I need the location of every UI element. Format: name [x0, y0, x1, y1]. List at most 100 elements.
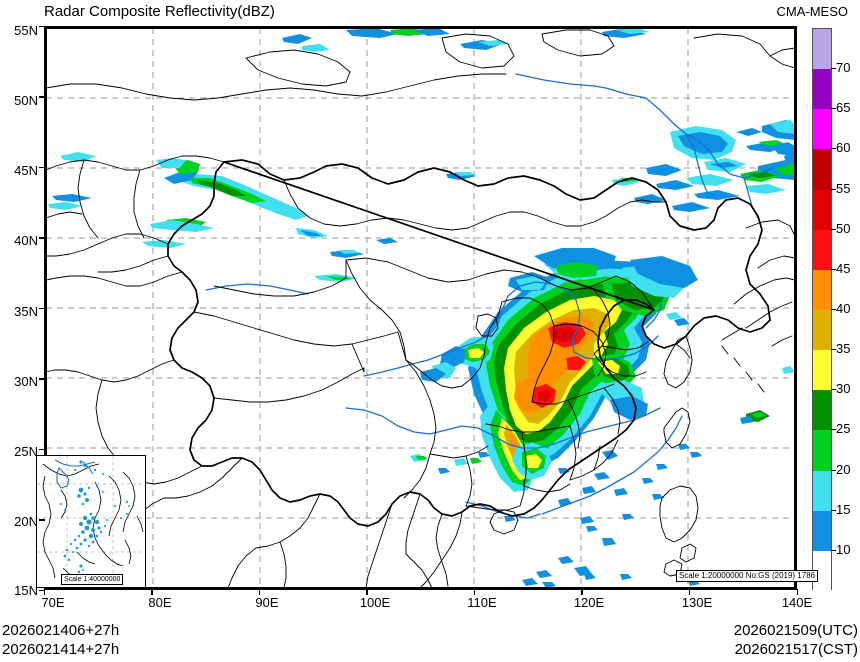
colorbar-tick-mark	[831, 509, 836, 511]
y-tick-label: 45N	[14, 163, 38, 178]
y-tick-label: 50N	[14, 93, 38, 108]
y-tick-label: 25N	[14, 444, 38, 459]
x-tick-label: 70E	[41, 595, 65, 610]
y-tick-mark	[39, 519, 45, 521]
colorbar-tick-mark	[831, 268, 836, 270]
map-scale-note: Scale 1:20000000 No:GS (2019) 1786	[676, 570, 819, 582]
init-time-utc: 2026021406+27h	[2, 622, 120, 639]
y-tick-label: 35N	[14, 304, 38, 319]
colorbar-segment	[813, 310, 831, 351]
x-tick-label: 130E	[681, 595, 713, 610]
valid-time-cst: 2026021517(CST)	[734, 641, 858, 658]
colorbar-tick-mark	[831, 148, 836, 150]
y-tick-mark	[39, 378, 45, 380]
colorbar-tick-mark	[831, 549, 836, 551]
colorbar-tick-mark	[831, 429, 836, 431]
colorbar-tick-mark	[831, 309, 836, 310]
colorbar-tick-label: 40	[836, 301, 851, 316]
y-tick-label: 55N	[14, 23, 38, 38]
x-tick-label: 110E	[467, 595, 497, 610]
init-time-cst: 2026021414+27h	[2, 641, 120, 658]
colorbar-tick-mark	[831, 389, 836, 391]
colorbar-tick-label: 30	[836, 381, 851, 397]
colorbar-segment	[813, 29, 831, 70]
colorbar-segment	[813, 269, 831, 310]
x-tick-mark	[473, 589, 476, 595]
colorbar-segment	[813, 109, 831, 150]
inset-coastlines	[42, 463, 144, 581]
colorbar-tick-label: 65	[836, 100, 851, 116]
y-tick-mark	[39, 237, 45, 239]
x-tick-mark	[796, 589, 798, 595]
radar-map[interactable]	[44, 26, 797, 590]
inset-echoes	[60, 460, 128, 574]
y-tick-mark	[39, 166, 45, 168]
colorbar-segment	[813, 350, 831, 391]
boundaries	[46, 29, 795, 588]
province-borders	[193, 257, 655, 511]
china-national-border	[167, 159, 771, 527]
inset-echoes-green	[126, 501, 130, 507]
model-label: CMA-MESO	[776, 4, 849, 19]
colorbar-segment	[813, 69, 831, 110]
valid-time-utc: 2026021509(UTC)	[733, 622, 858, 639]
y-tick-mark	[39, 25, 45, 27]
page-title: Radar Composite Reflectivity(dBZ)	[44, 3, 275, 20]
colorbar-tick-label: 60	[836, 140, 851, 156]
colorbar-segment	[813, 229, 831, 270]
inset-rivers	[54, 459, 96, 489]
inset-graticule	[37, 456, 144, 586]
colorbar-tick-label: 55	[836, 180, 851, 196]
colorbar-tick-mark	[831, 108, 836, 110]
echo-heilongjiang	[612, 126, 786, 212]
y-tick-label: 20N	[14, 514, 38, 529]
x-tick-mark	[258, 589, 261, 595]
echo-bohai	[666, 312, 690, 326]
echo-main-central-east-china	[420, 248, 698, 492]
colorbar-tick-label: 35	[836, 341, 851, 357]
echo-tianshan	[142, 158, 358, 282]
y-tick-label: 40N	[14, 233, 38, 248]
y-tick-label: 30N	[14, 374, 38, 389]
colorbar-segment	[813, 470, 831, 511]
echo-north-edge	[282, 28, 650, 52]
colorbar-tick-mark	[831, 228, 836, 230]
colorbar-segment	[813, 430, 831, 471]
colorbar-tick-label: 15	[836, 501, 851, 517]
x-tick-label: 80E	[148, 595, 172, 610]
y-tick-label: 15N	[14, 583, 38, 598]
colorbar-tick-mark	[831, 188, 836, 190]
graticule	[46, 28, 795, 588]
x-tick-label: 100E	[359, 595, 391, 610]
colorbar-segment	[813, 189, 831, 230]
x-tick-mark	[688, 589, 691, 595]
map-canvas	[46, 28, 795, 588]
colorbar-tick-label: 45	[836, 260, 851, 276]
colorbar-tick-label: 20	[836, 461, 851, 477]
x-axis: 70E 80E 90E 100E 110E 120E 130E 140E	[0, 596, 860, 616]
echo-south-coast	[410, 450, 700, 588]
x-tick-label: 90E	[255, 595, 279, 610]
colorbar-tick-label: 50	[836, 220, 851, 236]
reflectivity-field	[48, 28, 795, 588]
x-tick-mark	[581, 589, 583, 595]
map-inner-frame	[46, 28, 795, 588]
inset-scale-note: Scale 1:40000000	[61, 574, 124, 585]
echo-east-sea	[678, 142, 795, 458]
x-tick-label: 140E	[781, 595, 813, 610]
colorbar-tick-mark	[831, 469, 836, 471]
y-tick-mark	[39, 589, 45, 591]
colorbar-tick-labels: 70 65 60 55 50 45 40 35 30 25 20 15 10	[812, 28, 858, 590]
x-tick-mark	[366, 589, 368, 595]
colorbar-tick-mark	[831, 68, 836, 70]
echo-inner-mongolia	[330, 172, 476, 258]
echo-northwest-border	[48, 152, 96, 210]
map-clip	[46, 28, 795, 588]
colorbar-tick-label: 70	[836, 60, 851, 76]
x-tick-label: 120E	[573, 595, 605, 610]
inset-map-south-china-sea[interactable]: Scale 1:40000000	[36, 455, 146, 588]
y-tick-mark	[39, 307, 45, 309]
y-tick-mark	[39, 96, 45, 98]
x-tick-mark	[43, 589, 45, 595]
